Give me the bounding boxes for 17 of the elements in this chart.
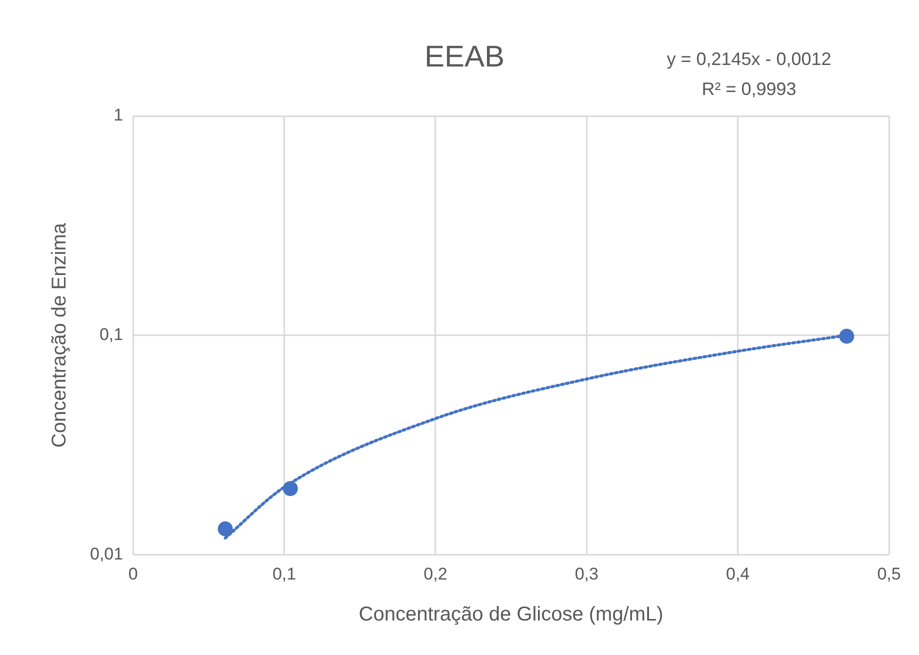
x-tick-label: 0,3	[574, 564, 598, 584]
point	[839, 328, 854, 344]
y-tick-label: 0,01	[90, 544, 124, 564]
text: y = 0,2145x - 0,0012	[666, 48, 832, 69]
point	[218, 521, 233, 536]
x-tick-label: 0	[128, 564, 138, 584]
x-tick-label: 0,4	[726, 564, 750, 584]
y-tick-label: 1	[114, 106, 124, 125]
x-tick-label: 0,1	[272, 564, 296, 584]
text: R² = 0,9993	[702, 78, 796, 99]
chart-title: EEAB	[424, 40, 505, 74]
point	[282, 481, 298, 496]
x-tick-label: 0,5	[877, 564, 901, 584]
y-tick-label: 0,1	[99, 324, 124, 344]
x-axis-title: Concentração de Glicose (mg/mL)	[358, 604, 664, 626]
x-tick-label: 0,2	[424, 564, 448, 584]
y-axis-title: Concentração de Enzima	[48, 222, 71, 448]
